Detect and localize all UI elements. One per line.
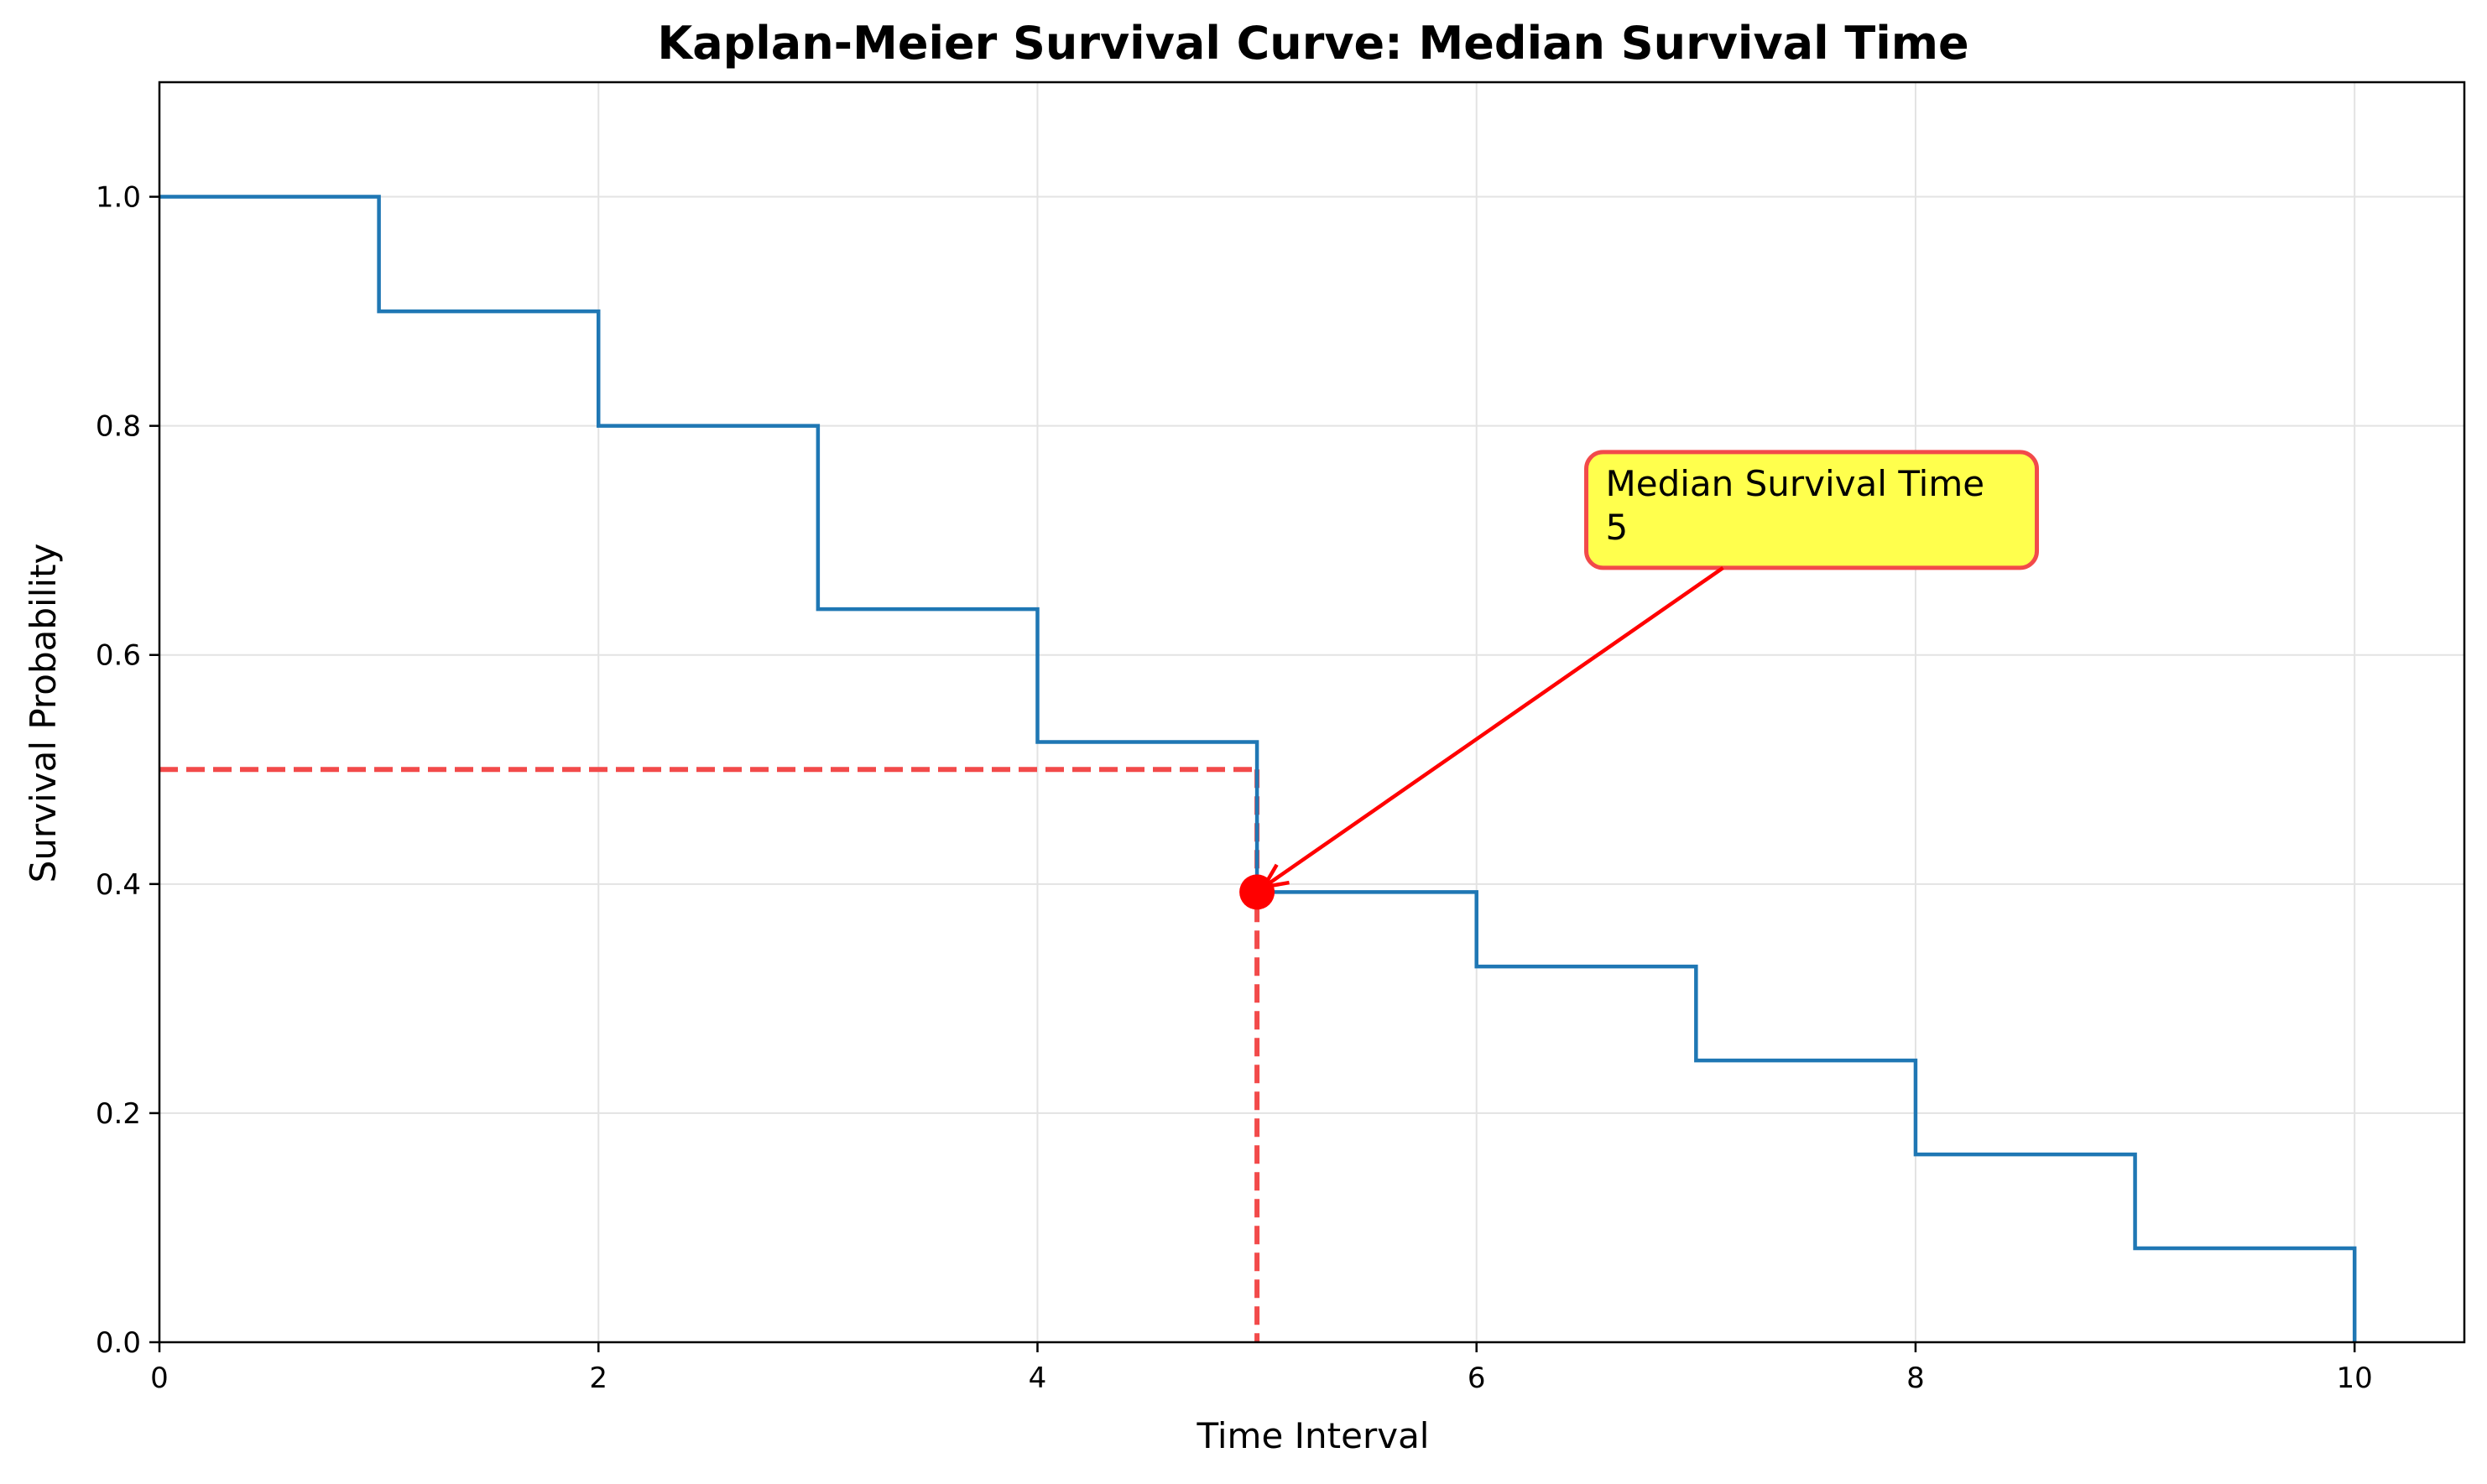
plot-frame: [158, 81, 2466, 1344]
y-tick-label: 0.4: [96, 868, 141, 902]
y-tick-label: 0.6: [96, 639, 141, 673]
x-tick-label: 8: [1906, 1362, 1925, 1395]
annotation-arrow-shaft: [1262, 566, 1724, 889]
x-axis-label: Time Interval: [1197, 1415, 1430, 1456]
x-tick-label: 6: [1468, 1362, 1486, 1395]
x-tick-label: 2: [589, 1362, 607, 1395]
chart-title: Kaplan-Meier Survival Curve: Median Surv…: [657, 17, 1968, 70]
axis-ticks: 0 2 4 6 8 10 0.0 0.2 0.4 0.6 0.8 1.0: [96, 181, 2373, 1395]
annotation-box: [1584, 450, 2040, 570]
y-tick-label: 0.2: [96, 1097, 141, 1131]
y-axis-label: Survival Probability: [23, 544, 64, 883]
x-tick-label: 10: [2337, 1362, 2373, 1395]
annotation-line-2: 5: [1606, 507, 1629, 548]
y-tick-label: 1.0: [96, 181, 141, 215]
annotation-line-1: Median Survival Time: [1606, 463, 1985, 504]
annotation-arrow-head: [1259, 863, 1290, 890]
y-tick-label: 0.0: [96, 1326, 141, 1360]
y-tick-label: 0.8: [96, 410, 141, 444]
x-tick-label: 4: [1029, 1362, 1047, 1395]
x-tick-label: 0: [150, 1362, 169, 1395]
